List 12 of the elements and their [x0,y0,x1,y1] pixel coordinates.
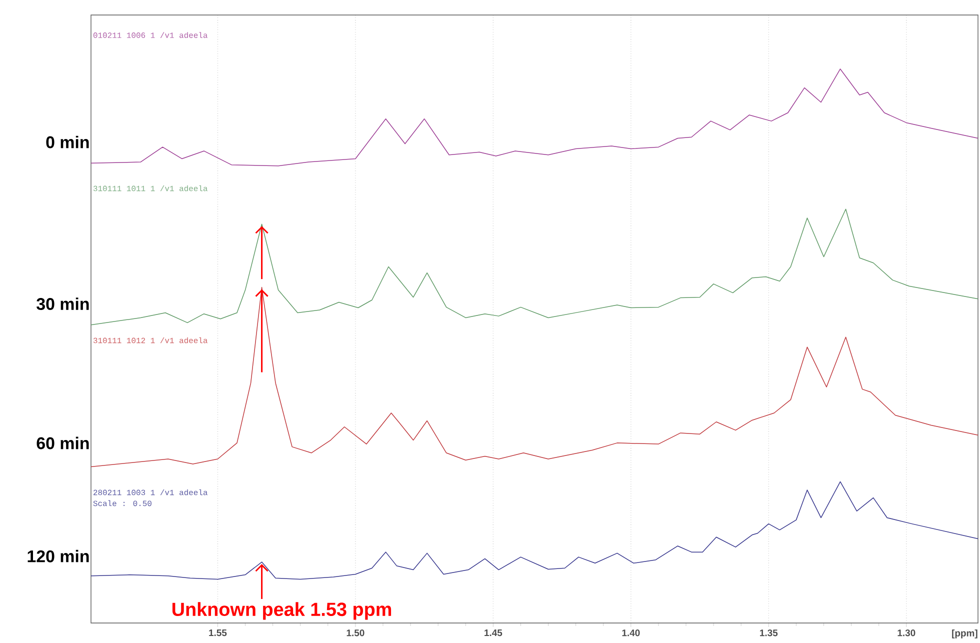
x-tick-label: 1.35 [760,630,778,636]
annotation: Unknown peak 1.53 ppm [172,602,392,620]
x-tick-label: 1.40 [622,630,640,636]
x-axis-title: [ppm] [952,630,978,638]
x-tick-label: 1.30 [898,630,916,636]
series-label: 120 min [28,550,89,562]
x-tick-label: 1.50 [346,630,364,636]
series-label: 60 min [36,436,89,450]
series-label: 0 min [46,136,89,148]
series-label: 30 min [36,298,89,310]
x-tick-label: 1.55 [209,630,227,636]
x-tick-label: 1.45 [484,630,502,636]
